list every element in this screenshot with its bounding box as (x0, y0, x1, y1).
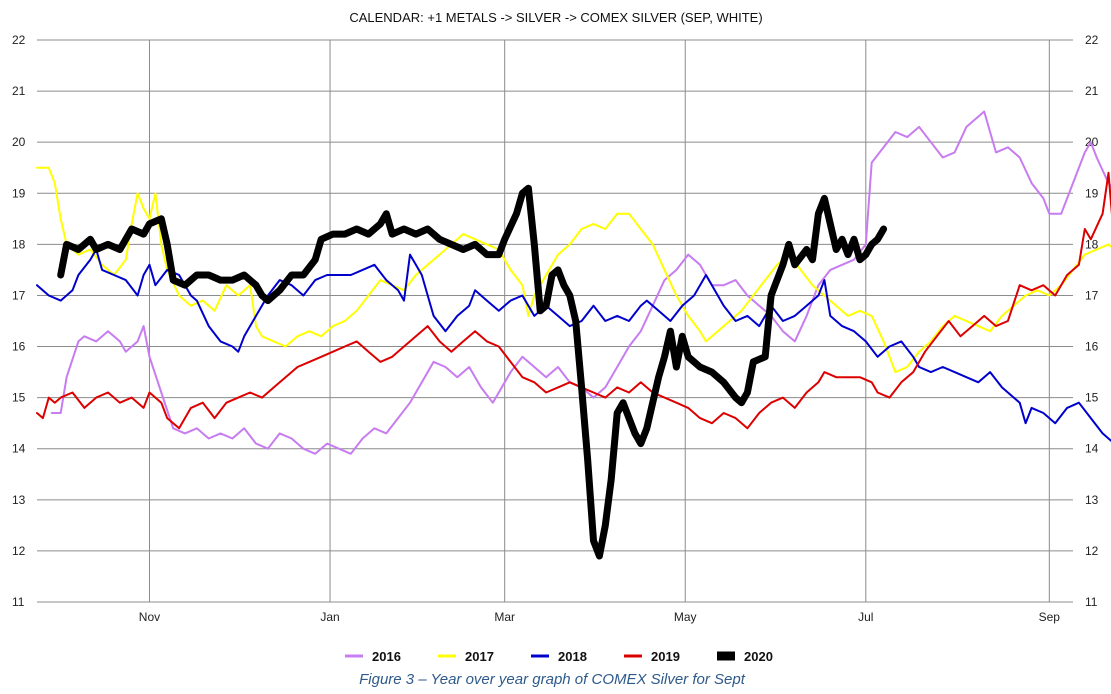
y-tick-label-left: 11 (12, 595, 25, 609)
y-tick-label-left: 16 (12, 340, 26, 354)
series-line-2020 (57, 184, 888, 560)
y-tick-label-left: 15 (12, 391, 26, 405)
y-tick-label-left: 22 (12, 33, 26, 47)
y-tick-label-right: 16 (1085, 340, 1099, 354)
y-tick-label-left: 12 (12, 544, 26, 558)
grid (37, 39, 1073, 603)
series-line-2017 (36, 166, 1111, 374)
y-tick-label-right: 21 (1085, 84, 1099, 98)
y-tick-label-left: 17 (12, 288, 26, 302)
y-tick-label-right: 17 (1085, 288, 1099, 302)
y-tick-label-right: 12 (1085, 544, 1099, 558)
y-tick-label-right: 11 (1085, 595, 1098, 609)
y-tick-label-left: 19 (12, 186, 26, 200)
y-tick-label-right: 14 (1085, 442, 1099, 456)
legend-label-2019: 2019 (651, 649, 680, 664)
x-tick-label: May (674, 610, 697, 624)
y-tick-label-right: 18 (1085, 237, 1099, 251)
legend-label-2016: 2016 (372, 649, 401, 664)
x-tick-label: Sep (1039, 610, 1061, 624)
legend-label-2020: 2020 (744, 649, 773, 664)
y-tick-label-right: 22 (1085, 33, 1099, 47)
series-line-2016 (50, 110, 1111, 455)
y-tick-label-left: 18 (12, 237, 26, 251)
x-tick-label: Nov (139, 610, 160, 624)
x-tick-label: Jul (858, 610, 873, 624)
y-tick-label-left: 14 (12, 442, 26, 456)
y-tick-label-right: 13 (1085, 493, 1099, 507)
legend-label-2017: 2017 (465, 649, 494, 664)
legend: 2016 2017 2018 2019 2020 (345, 649, 773, 664)
figure-caption: Figure 3 – Year over year graph of COMEX… (359, 671, 746, 688)
x-tick-label: Mar (494, 610, 515, 624)
y-tick-label-right: 15 (1085, 391, 1099, 405)
legend-label-2018: 2018 (558, 649, 587, 664)
series-lines (36, 110, 1111, 560)
x-tick-label: Jan (320, 610, 339, 624)
series-line-2018 (36, 248, 1111, 442)
y-tick-label-left: 20 (12, 135, 26, 149)
chart-title: CALENDAR: +1 METALS -> SILVER -> COMEX S… (349, 10, 762, 25)
series-line-2019 (36, 171, 1111, 430)
y-tick-label-left: 21 (12, 84, 26, 98)
y-tick-label-left: 13 (12, 493, 26, 507)
y-tick-label-right: 19 (1085, 186, 1099, 200)
